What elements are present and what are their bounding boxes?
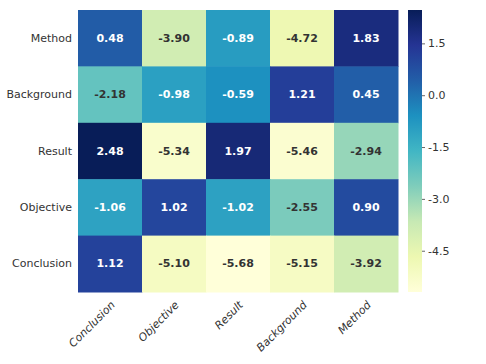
heatmap-cell <box>334 66 399 123</box>
heatmap-cell <box>334 179 399 236</box>
colorbar-tick <box>422 43 425 44</box>
chart: 0.48 -3.90 -0.89 -4.72 1.83 -2.18 -0.98 -0.59 1.… <box>0 0 486 364</box>
cell-label: 2.48 <box>96 145 123 158</box>
heatmap-cell <box>78 10 143 67</box>
colorbar-tick <box>422 251 425 252</box>
row-label: Objective <box>20 201 72 214</box>
colorbar <box>408 10 422 292</box>
cell-label: -1.02 <box>222 201 254 214</box>
column-label: Objective <box>136 298 182 344</box>
heatmap-cell <box>142 123 207 180</box>
colorbar-tick-label: -1.5 <box>428 141 449 154</box>
colorbar-tick-label: -4.5 <box>428 245 449 258</box>
heatmap-cell <box>206 179 271 236</box>
colorbar-tick <box>422 199 425 200</box>
heatmap-cell <box>142 66 207 123</box>
heatmap-cell <box>334 10 399 67</box>
heatmap-cell <box>78 66 143 123</box>
colorbar-tick-label: 0.0 <box>428 89 446 102</box>
cell-labels: 0.48 -3.90 -0.89 -4.72 1.83 -2.18 -0.98 -0.59 1.… <box>94 32 382 271</box>
cell-label: -2.18 <box>94 88 126 101</box>
heatmap-cell <box>206 123 271 180</box>
colorbar-tick-label: -3.0 <box>428 193 449 206</box>
heatmap-cell <box>78 236 143 293</box>
heatmap-cell <box>334 236 399 293</box>
heatmap-cell <box>78 179 143 236</box>
cell-label: 1.83 <box>352 32 379 45</box>
heatmap-cell <box>270 236 335 293</box>
cell-label: 1.97 <box>224 145 251 158</box>
heatmap-cell <box>206 10 271 67</box>
cell-label: -2.55 <box>286 201 318 214</box>
cell-label: 1.21 <box>288 88 315 101</box>
heatmap-cell <box>206 66 271 123</box>
heatmap-cell <box>270 10 335 67</box>
row-label: Result <box>38 145 73 158</box>
heatmap-cell <box>142 10 207 67</box>
colorbar-tick <box>422 147 425 148</box>
row-label: Background <box>6 88 72 101</box>
heatmap-cell <box>142 236 207 293</box>
chart-container: 0.48 -3.90 -0.89 -4.72 1.83 -2.18 -0.98 -0.59 1.… <box>0 0 486 364</box>
column-label: Result <box>212 298 246 332</box>
column-label: Background <box>254 298 310 354</box>
column-label: Method <box>335 298 374 337</box>
heatmap-cell <box>206 236 271 293</box>
colorbar-tick-label: 1.5 <box>428 37 446 50</box>
cell-label: -4.72 <box>286 32 318 45</box>
cell-label: -3.92 <box>350 257 382 270</box>
heatmap-cell <box>270 66 335 123</box>
cell-label: 0.45 <box>352 88 379 101</box>
cell-label: -5.46 <box>286 145 318 158</box>
cell-label: 0.90 <box>352 201 379 214</box>
column-label: Conclusion <box>66 299 118 351</box>
cell-label: -3.90 <box>158 32 190 45</box>
heatmap-cell <box>142 179 207 236</box>
row-label: Conclusion <box>12 257 72 270</box>
cells <box>78 10 399 293</box>
cell-label: -5.34 <box>158 145 190 158</box>
heatmap-cell <box>334 123 399 180</box>
cell-label: -2.94 <box>350 145 382 158</box>
heatmap-cell <box>270 123 335 180</box>
cell-label: -5.68 <box>222 257 254 270</box>
cell-label: -5.10 <box>158 257 190 270</box>
heatmap-cell <box>78 123 143 180</box>
cell-label: 0.48 <box>96 32 123 45</box>
cell-label: -1.06 <box>94 201 126 214</box>
cell-label: 1.12 <box>96 257 123 270</box>
colorbar-tick <box>422 95 425 96</box>
cell-label: -0.98 <box>158 88 190 101</box>
cell-label: -5.15 <box>286 257 318 270</box>
heatmap-cell <box>270 179 335 236</box>
cell-label: -0.59 <box>222 88 254 101</box>
row-label: Method <box>31 32 72 45</box>
cell-label: 1.02 <box>160 201 187 214</box>
cell-label: -0.89 <box>222 32 254 45</box>
